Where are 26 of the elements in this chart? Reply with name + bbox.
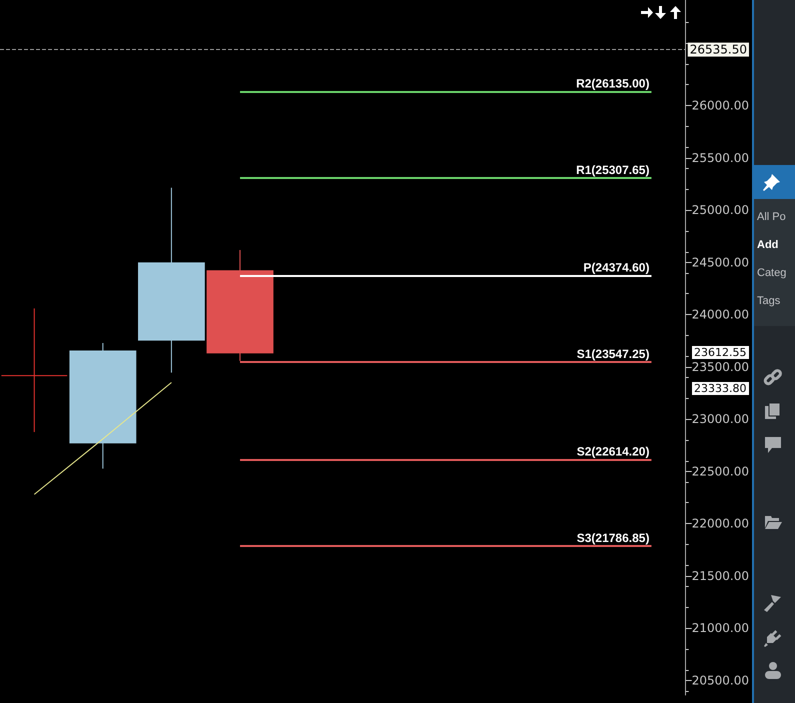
ref-line-label: P(24374.60) bbox=[583, 260, 650, 274]
text: Tags bbox=[757, 295, 780, 307]
y-tick-label: 26000.00 bbox=[692, 98, 750, 113]
y-tick-label: 22000.00 bbox=[692, 516, 750, 531]
y-tick-label: 21500.00 bbox=[692, 568, 750, 583]
y-tick-label: 25000.00 bbox=[692, 203, 750, 218]
y-tick-label: 23000.00 bbox=[692, 412, 750, 426]
ref-line-label: 26535.50 bbox=[690, 42, 748, 57]
y-tick-label: 22500.00 bbox=[692, 464, 750, 478]
y-tick-label: 21000.00 bbox=[692, 621, 750, 636]
y-tick-label: 20500.00 bbox=[692, 673, 750, 688]
text: Add bbox=[757, 239, 778, 251]
ref-line-label: S1(23547.25) bbox=[576, 346, 650, 361]
y-tick-label: 25500.00 bbox=[692, 150, 750, 165]
ref-line-label: S3(21786.85) bbox=[576, 530, 650, 545]
text: 23333.80 bbox=[692, 382, 748, 395]
ref-line-label: S2(22614.20) bbox=[576, 444, 650, 458]
ref-line-label: R1(25307.65) bbox=[576, 162, 650, 177]
ref-line-label: R2(26135.00) bbox=[576, 76, 650, 90]
y-tick-label: 24500.00 bbox=[692, 255, 750, 270]
y-tick-label: 23500.00 bbox=[692, 360, 750, 374]
text: 23612.55 bbox=[692, 346, 748, 359]
text: All Po bbox=[757, 211, 786, 223]
y-tick-label: 24000.00 bbox=[692, 308, 750, 322]
text: Categ bbox=[757, 267, 786, 279]
candlestick bbox=[0, 308, 68, 433]
